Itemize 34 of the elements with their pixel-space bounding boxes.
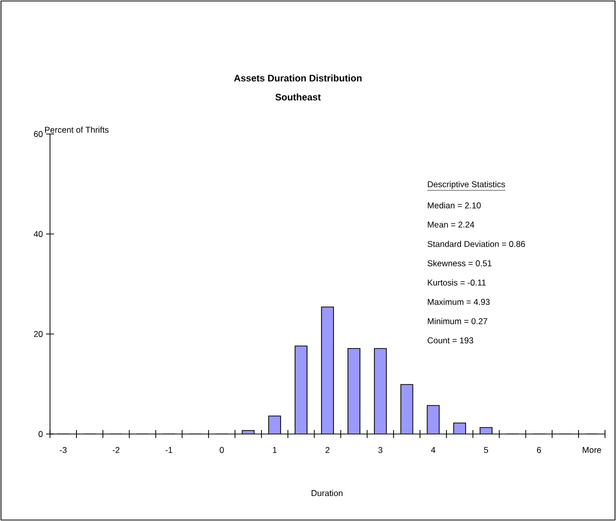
- x-tick-label: 1: [272, 447, 277, 453]
- annotation: Count = 193: [428, 337, 474, 344]
- x-tick-label: 4: [431, 447, 436, 453]
- x-tick-label: 0: [220, 447, 224, 453]
- bar: [374, 348, 386, 434]
- y-axis-title: Percent of Thrifts: [45, 126, 109, 133]
- annotation: Maximum = 4.93: [428, 298, 490, 305]
- bar: [322, 306, 334, 434]
- x-tick-label: -2: [112, 447, 120, 453]
- y-tick-label: 20: [34, 330, 43, 337]
- x-tick-label: 2: [326, 447, 330, 453]
- bar: [427, 405, 440, 434]
- x-tick-label: More: [582, 447, 602, 453]
- x-tick-label: -3: [60, 447, 67, 453]
- bar: [295, 346, 308, 434]
- y-tick-label: 40: [34, 231, 43, 237]
- annotation: Minimum = 0.27: [428, 318, 488, 324]
- annotation: Mean = 2.24: [428, 222, 474, 228]
- bar: [400, 384, 413, 434]
- x-tick-label: 3: [378, 447, 382, 453]
- chart-subtitle: Southeast: [275, 94, 321, 100]
- x-tick-label: 6: [537, 447, 541, 453]
- chart-title: Assets Duration Distribution: [234, 74, 362, 82]
- annotation: Median = 2.10: [428, 202, 481, 208]
- annotation: Descriptive Statistics: [428, 181, 505, 189]
- bar: [348, 348, 360, 434]
- y-tick-label: 0: [38, 430, 43, 437]
- x-tick-label: -1: [166, 447, 172, 453]
- x-axis-title: Duration: [312, 490, 342, 496]
- x-tick-label: 5: [484, 447, 488, 453]
- annotation: Skewness = 0.51: [428, 260, 492, 266]
- annotation: Kurtosis = -0.11: [428, 279, 486, 286]
- annotation: Standard Deviation = 0.86: [428, 240, 525, 247]
- y-tick-label: 60: [34, 131, 43, 137]
